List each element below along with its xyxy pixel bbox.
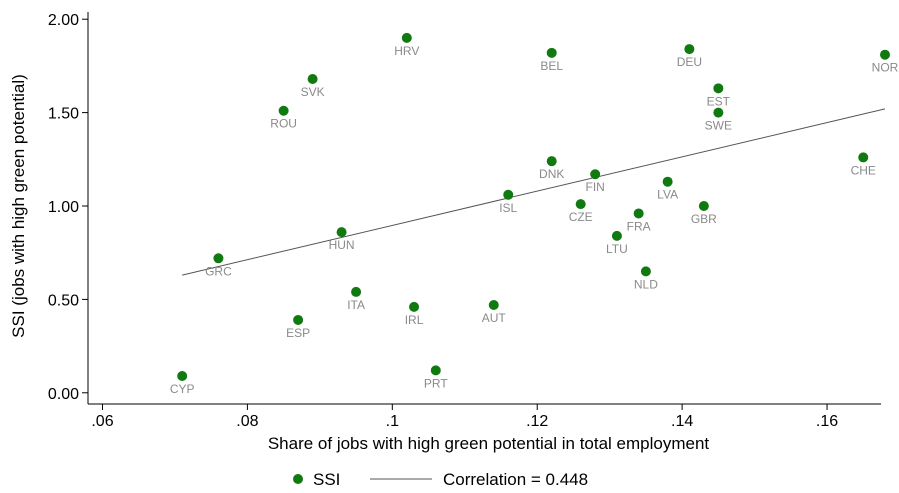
point-deu <box>684 44 695 55</box>
axes <box>87 12 881 405</box>
point-label-cyp: CYP <box>170 382 195 396</box>
point-label-ita: ITA <box>347 298 365 312</box>
point-nld <box>640 266 651 277</box>
y-tick-label: 1.00 <box>48 199 79 216</box>
point-lva <box>662 176 673 187</box>
point-label-dnk: DNK <box>539 167 564 181</box>
points-layer: CYP GRC ESP ROU SVK HUN ITA HRV IRL PRT AUT ISL BEL D… <box>170 32 899 396</box>
point-fin <box>590 169 601 180</box>
point-svk <box>307 73 318 84</box>
point-label-grc: GRC <box>205 264 232 278</box>
point-label-deu: DEU <box>677 55 702 69</box>
point-prt <box>430 365 441 376</box>
point-esp <box>293 314 304 325</box>
x-axis-ticks: .06 .08 .1 .12 .14 .16 <box>91 404 838 430</box>
y-axis-ticks: 0.00 0.50 1.00 1.50 2.00 <box>48 12 88 403</box>
legend-label-ssi: SSI <box>313 470 340 489</box>
fit-line <box>182 108 886 276</box>
point-label-fin: FIN <box>586 180 605 194</box>
x-tick-label: .1 <box>386 413 399 430</box>
point-aut <box>488 300 499 310</box>
point-label-est: EST <box>707 94 731 108</box>
point-gbr <box>698 201 709 211</box>
point-cze <box>575 199 586 210</box>
legend-label-correlation: Correlation = 0.448 <box>443 470 588 489</box>
y-tick-label: 0.00 <box>48 386 79 403</box>
point-label-hun: HUN <box>329 238 355 252</box>
point-label-fra: FRA <box>627 219 651 233</box>
point-label-irl: IRL <box>405 313 424 327</box>
point-label-hrv: HRV <box>394 44 419 58</box>
point-hrv <box>401 32 412 43</box>
point-hun <box>336 227 347 238</box>
x-tick-label: .08 <box>236 413 258 430</box>
x-axis-title: Share of jobs with high green potential … <box>268 434 710 453</box>
point-swe <box>713 107 724 118</box>
point-label-cze: CZE <box>569 210 593 224</box>
x-tick-label: .16 <box>816 413 838 430</box>
point-label-nor: NOR <box>872 61 899 75</box>
x-tick-label: .12 <box>526 413 548 430</box>
point-ltu <box>611 230 622 241</box>
point-cyp <box>177 370 188 381</box>
point-label-svk: SVK <box>301 85 325 99</box>
point-fra <box>633 208 644 219</box>
point-label-bel: BEL <box>540 59 563 73</box>
point-che <box>858 152 869 163</box>
point-bel <box>546 47 557 58</box>
point-label-ltu: LTU <box>606 242 628 256</box>
point-label-prt: PRT <box>424 376 448 390</box>
point-ita <box>351 286 362 297</box>
y-tick-label: 2.00 <box>48 12 79 29</box>
legend: SSI Correlation = 0.448 <box>293 470 588 489</box>
x-tick-label: .06 <box>91 413 113 430</box>
point-isl <box>503 189 514 200</box>
point-rou <box>278 105 289 116</box>
point-label-aut: AUT <box>482 311 507 325</box>
point-irl <box>409 301 420 312</box>
point-label-esp: ESP <box>286 326 310 340</box>
point-est <box>713 83 724 94</box>
point-nor <box>880 49 890 60</box>
point-label-swe: SWE <box>705 119 732 133</box>
x-tick-label: .14 <box>671 413 693 430</box>
legend-marker-ssi <box>293 474 303 484</box>
point-label-nld: NLD <box>634 277 658 291</box>
y-tick-label: 0.50 <box>48 292 79 309</box>
point-label-rou: ROU <box>270 117 297 131</box>
point-grc <box>213 253 224 264</box>
point-label-lva: LVA <box>657 188 678 202</box>
point-label-che: CHE <box>851 163 876 177</box>
y-tick-label: 1.50 <box>48 106 79 123</box>
point-label-gbr: GBR <box>691 212 717 226</box>
y-axis-title: SSI (jobs with high green potential) <box>9 74 28 338</box>
point-label-isl: ISL <box>499 201 517 215</box>
point-dnk <box>546 156 557 167</box>
